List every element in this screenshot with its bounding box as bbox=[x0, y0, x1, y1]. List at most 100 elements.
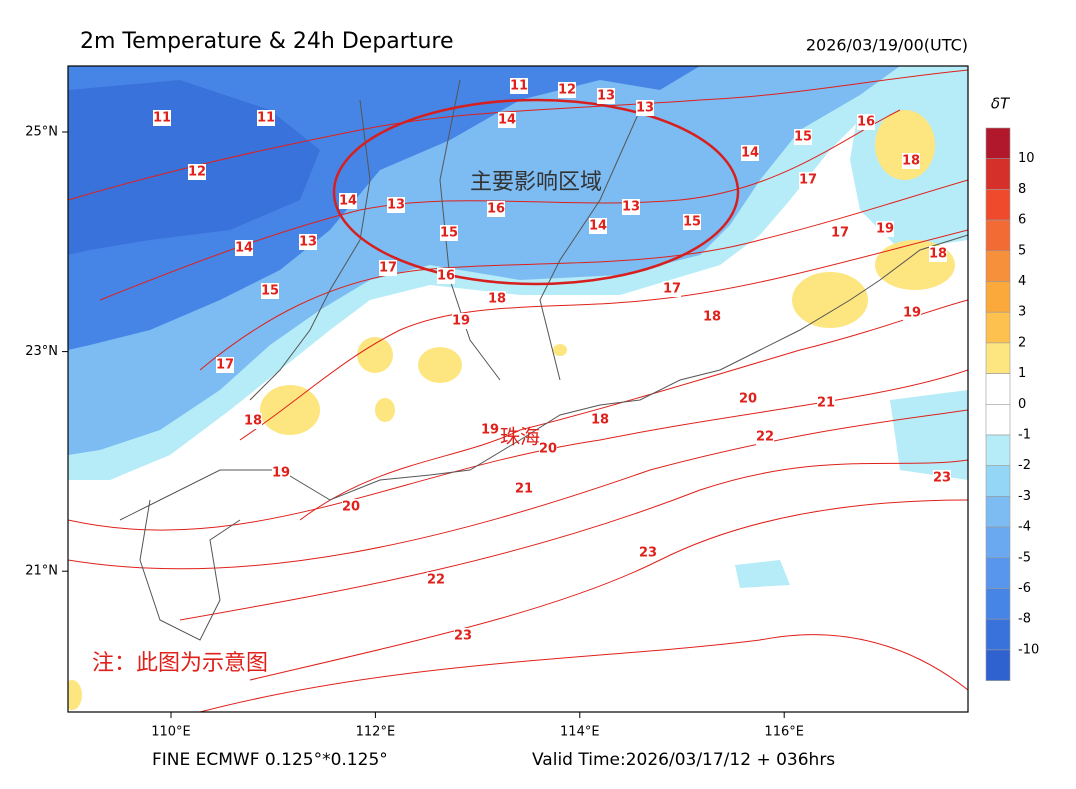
contour-label-bg bbox=[487, 201, 505, 217]
contour-label-bg bbox=[235, 240, 253, 256]
footer-valid: Valid Time:2026/03/17/12 + 036hrs bbox=[532, 750, 835, 770]
colorbar-label: -4 bbox=[1018, 520, 1031, 535]
contour-label-bg bbox=[589, 218, 607, 234]
colorbar-title: δT bbox=[991, 95, 1011, 113]
colorbar-box bbox=[985, 158, 1011, 190]
contour-label-bg bbox=[272, 465, 290, 481]
contour-label: 19 bbox=[272, 466, 290, 481]
contour-label: 19 bbox=[903, 306, 921, 321]
contour-label: 18 bbox=[929, 247, 947, 262]
lon-tick-label: 114°E bbox=[560, 725, 600, 740]
colorbar-label: -10 bbox=[1018, 642, 1039, 657]
contour-label: 13 bbox=[597, 89, 615, 104]
contour-label-bg bbox=[257, 110, 275, 126]
contour-label: 15 bbox=[440, 226, 458, 241]
colorbar-box bbox=[985, 557, 1011, 589]
contour-label-bg bbox=[515, 481, 533, 497]
contour-label: 17 bbox=[216, 358, 234, 373]
lon-tick-label: 112°E bbox=[356, 725, 396, 740]
colorbar-label: 8 bbox=[1018, 182, 1026, 197]
contour-label-bg bbox=[876, 221, 894, 237]
contour-label-bg bbox=[498, 112, 516, 128]
contour-label: 16 bbox=[437, 269, 455, 284]
contour-label: 15 bbox=[794, 130, 812, 145]
contour-label: 22 bbox=[427, 573, 445, 588]
contour-label: 12 bbox=[188, 165, 206, 180]
contour-label-bg bbox=[379, 260, 397, 276]
contour-label: 19 bbox=[452, 314, 470, 329]
contour-label: 18 bbox=[591, 413, 609, 428]
contour-label-bg bbox=[739, 391, 757, 407]
contour-label: 11 bbox=[153, 111, 171, 126]
colorbar-label: 1 bbox=[1018, 366, 1026, 381]
contour-label: 17 bbox=[379, 261, 397, 276]
colorbar-box bbox=[985, 189, 1011, 221]
title: 2m Temperature & 24h Departure bbox=[80, 29, 453, 54]
contour-label: 14 bbox=[339, 194, 357, 209]
warm-patches bbox=[68, 110, 955, 710]
contour-label-bg bbox=[933, 470, 951, 486]
contour-label-bg bbox=[794, 129, 812, 145]
contour-label-bg bbox=[558, 82, 576, 98]
highlight-ellipse bbox=[332, 98, 740, 286]
colorbar-label: -6 bbox=[1018, 581, 1031, 596]
map-area bbox=[68, 66, 968, 712]
contour-label-bg bbox=[427, 572, 445, 588]
contour-label: 16 bbox=[857, 115, 875, 130]
datetime: 2026/03/19/00(UTC) bbox=[806, 36, 968, 55]
contour-label-bg bbox=[663, 281, 681, 297]
contour-label: 17 bbox=[799, 173, 817, 188]
colorbar-box bbox=[985, 403, 1011, 436]
contour-label-bg bbox=[339, 193, 357, 209]
colorbar-box bbox=[985, 618, 1011, 651]
contour-label-bg bbox=[902, 153, 920, 169]
colorbar-box bbox=[985, 311, 1011, 344]
contour-label: 13 bbox=[299, 235, 317, 250]
contour-label-bg bbox=[153, 110, 171, 126]
colorbar-label: 3 bbox=[1018, 305, 1026, 320]
colorbar-box bbox=[985, 496, 1011, 528]
colorbar-label: -5 bbox=[1018, 550, 1031, 565]
colorbar-box bbox=[985, 219, 1011, 252]
contour-label-bg bbox=[440, 225, 458, 241]
colorbar-box bbox=[985, 649, 1011, 681]
contour-label-bg bbox=[591, 412, 609, 428]
contour-label-bg bbox=[342, 499, 360, 515]
contour-label: 14 bbox=[235, 241, 253, 256]
city-label: 珠海 bbox=[500, 425, 540, 449]
colorbar-box bbox=[985, 127, 1011, 160]
contour-label: 23 bbox=[933, 471, 951, 486]
colorbar-label: -3 bbox=[1018, 489, 1031, 504]
contour-label-bg bbox=[639, 545, 657, 561]
contour-label-bg bbox=[437, 268, 455, 284]
contour-label: 21 bbox=[817, 396, 835, 411]
contour-label: 19 bbox=[876, 222, 894, 237]
colorbar-label: 0 bbox=[1018, 397, 1026, 412]
contour-label: 21 bbox=[515, 482, 533, 497]
contour-label-bg bbox=[683, 214, 701, 230]
contour-label: 17 bbox=[831, 226, 849, 241]
region-label: 主要影响区域 bbox=[470, 170, 602, 195]
lon-tick-label: 110°E bbox=[151, 725, 191, 740]
footer-model: FINE ECMWF 0.125°*0.125° bbox=[152, 750, 388, 770]
contour-label: 13 bbox=[622, 200, 640, 215]
contour-label-bg bbox=[741, 145, 759, 161]
contour-label: 13 bbox=[387, 198, 405, 213]
contour-label: 23 bbox=[639, 546, 657, 561]
colorbar-label: 10 bbox=[1018, 151, 1035, 166]
contour-label-bg bbox=[622, 199, 640, 215]
note: 注：此图为示意图 bbox=[92, 651, 268, 676]
contour-label: 15 bbox=[261, 284, 279, 299]
contour-label: 17 bbox=[663, 282, 681, 297]
contour-label-bg bbox=[510, 78, 528, 94]
colorbar-box bbox=[985, 434, 1011, 467]
contour-label-bg bbox=[756, 429, 774, 445]
lat-tick-label: 23°N bbox=[25, 344, 58, 359]
colorbar-label: 6 bbox=[1018, 213, 1026, 228]
colorbar-label: 5 bbox=[1018, 243, 1026, 258]
contour-label-bg bbox=[857, 114, 875, 130]
lat-tick-label: 25°N bbox=[25, 125, 58, 140]
contour-label: 19 bbox=[481, 423, 499, 438]
